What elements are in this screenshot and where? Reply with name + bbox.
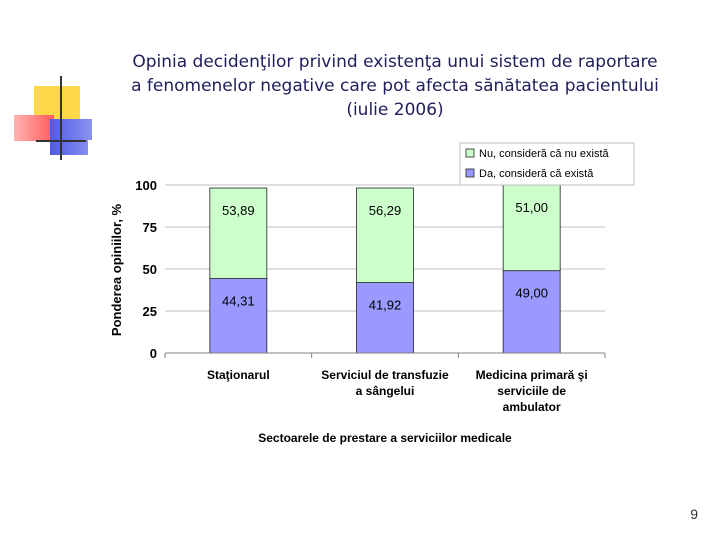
y-axis-label: Ponderea opiniilor, % — [109, 203, 124, 336]
slide-title-line: (iulie 2006) — [346, 100, 444, 120]
data-label: 41,92 — [369, 298, 402, 313]
y-tick-label: 25 — [143, 304, 157, 319]
x-tick-label: Serviciul de transfuzie — [321, 368, 449, 382]
legend-swatch — [465, 168, 475, 178]
bar-segment-nu — [502, 184, 561, 272]
y-tick-label: 50 — [143, 262, 157, 277]
data-label: 51,00 — [515, 200, 548, 215]
x-axis-label: Sectoarele de prestare a serviciilor med… — [258, 431, 512, 445]
data-label: 53,89 — [222, 203, 255, 218]
legend-entry: Nu, consideră că nu există — [479, 148, 610, 160]
x-tick-label: serviciile de — [497, 384, 566, 398]
slide-title-line: a fenomenelor negative care pot afecta s… — [131, 76, 659, 96]
legend-box — [459, 142, 635, 186]
x-tick-label: ambulator — [503, 400, 561, 414]
data-label: 49,00 — [515, 286, 548, 301]
x-tick-label: a sângelui — [356, 384, 415, 398]
slide-title-line: Opinia decidenţilor privind existenţa un… — [132, 52, 658, 72]
bar-segment-da — [356, 282, 414, 354]
slide-title: Opinia decidenţilor privind existenţa un… — [90, 50, 700, 122]
decor-red-square — [14, 115, 54, 141]
bar-segment-nu — [356, 187, 414, 283]
legend-swatch — [465, 148, 475, 158]
bar-segment-da — [502, 270, 561, 354]
y-tick-label: 100 — [135, 178, 157, 193]
bar-segment-nu — [209, 187, 268, 279]
page-number: 9 — [690, 506, 698, 522]
y-tick-label: 75 — [143, 220, 157, 235]
legend-entry: Da, consideră că există — [479, 168, 594, 180]
y-tick-label: 0 — [150, 346, 157, 361]
data-label: 44,31 — [222, 294, 255, 309]
data-label: 56,29 — [369, 203, 402, 218]
decor-horizontal-line — [36, 140, 86, 142]
x-tick-label: Staţionarul — [207, 368, 270, 382]
bar-segment-da — [209, 278, 268, 354]
decor-vertical-line — [60, 76, 62, 160]
decor-blue-square — [50, 119, 92, 155]
x-tick-label: Medicina primară şi — [476, 368, 588, 382]
